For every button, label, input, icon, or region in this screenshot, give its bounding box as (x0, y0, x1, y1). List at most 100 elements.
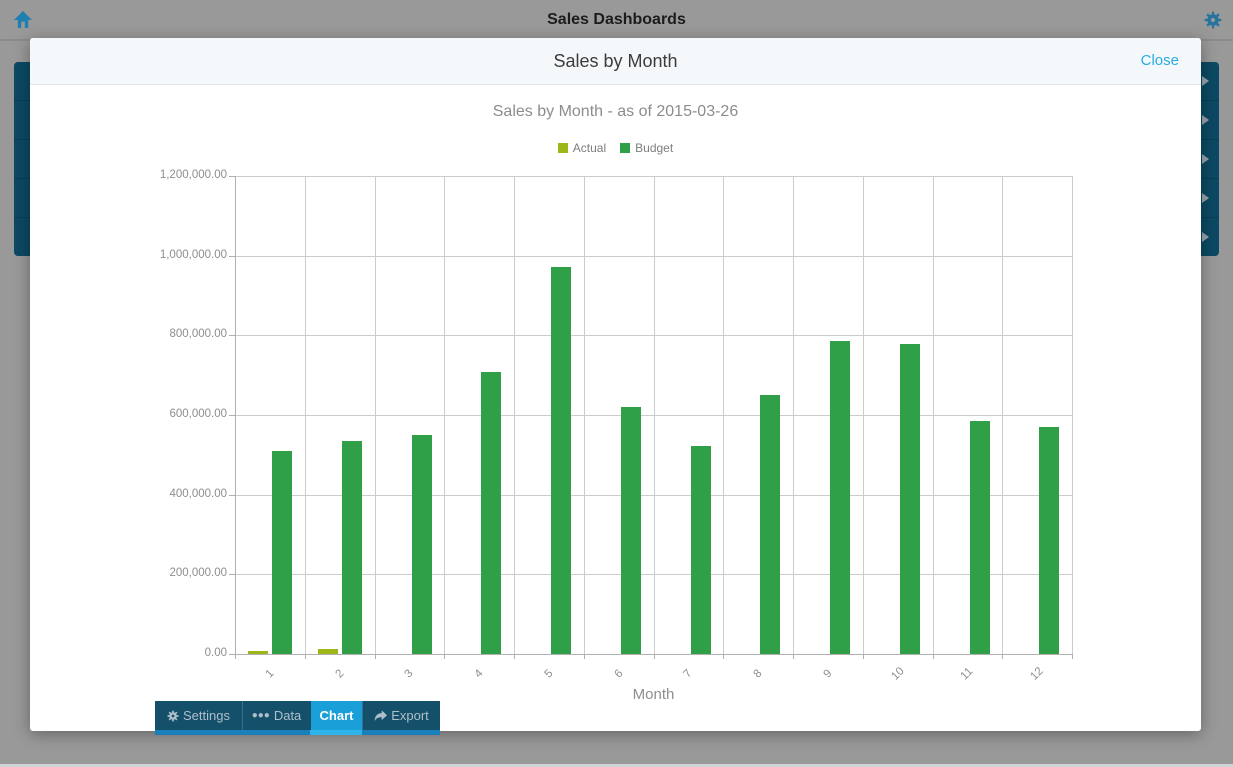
app-header: Sales Dashboards (0, 0, 1233, 41)
gridline (235, 415, 1072, 416)
bar-budget (481, 372, 501, 654)
gridline (793, 176, 794, 654)
axis-tick (229, 495, 235, 496)
axis-tick (235, 654, 236, 659)
axis-tick (933, 654, 934, 659)
axis-tick (514, 654, 515, 659)
legend-swatch (557, 143, 568, 153)
legend-swatch (620, 143, 631, 153)
gridline (723, 176, 724, 654)
legend-item: Actual (557, 141, 607, 155)
tab-underline (310, 730, 362, 735)
gridline (514, 176, 515, 654)
bar-budget (900, 344, 920, 654)
y-axis-label: 200,000.00 (169, 567, 227, 579)
axis-tick (793, 654, 794, 659)
bar-budget (830, 341, 850, 654)
modal-title: Sales by Month (553, 51, 678, 71)
chart-plot-area (229, 176, 1073, 659)
page-title: Sales Dashboards (547, 11, 686, 28)
gridline (375, 176, 376, 654)
axis-tick (584, 654, 585, 659)
bar-budget (272, 451, 292, 654)
bar-budget (760, 395, 780, 654)
axis-tick (229, 256, 235, 257)
axis-tick (444, 654, 445, 659)
axis-tick (229, 654, 235, 655)
gridline (1002, 176, 1003, 654)
tab-label: Data (273, 708, 302, 723)
chart-toolbar-tabs: Settings ●●● Data Chart Export (155, 701, 440, 730)
y-axis-label: 600,000.00 (169, 408, 227, 420)
tab-chart[interactable]: Chart (310, 701, 362, 730)
axis-tick (863, 654, 864, 659)
legend-label: Budget (635, 141, 674, 155)
tab-settings[interactable]: Settings (155, 701, 242, 730)
tab-underline (362, 730, 440, 735)
bar-actual (248, 651, 268, 654)
axis-tick (229, 176, 235, 177)
gear-icon (167, 709, 179, 722)
gridline (1072, 176, 1073, 654)
bar-budget (342, 441, 362, 654)
bar-budget (412, 435, 432, 654)
axis-tick (375, 654, 376, 659)
gridline (444, 176, 445, 654)
bar-budget (621, 407, 641, 654)
axis-tick (654, 654, 655, 659)
bar-budget (1039, 427, 1059, 654)
y-axis-labels: 0.00 200,000.00 400,000.00 600,000.00 800,00… (30, 169, 227, 659)
bar-actual (318, 649, 338, 654)
bar-budget (551, 267, 571, 654)
gridline (235, 176, 1072, 177)
y-axis-label: 1,000,000.00 (159, 249, 227, 261)
axis-tick (229, 574, 235, 575)
tab-label: Settings (183, 708, 230, 723)
axis-tick (229, 335, 235, 336)
gridline (235, 495, 1072, 496)
gridline (654, 176, 655, 654)
chart-legend: Actual Budget (30, 141, 1201, 155)
bar-budget (691, 446, 711, 654)
tab-data[interactable]: ●●● Data (242, 701, 310, 730)
page-bottom-strip (0, 764, 1233, 767)
y-axis-label: 400,000.00 (169, 488, 227, 500)
close-button[interactable]: Close (1140, 52, 1179, 69)
gridline (933, 176, 934, 654)
axis-tick (723, 654, 724, 659)
gridline (305, 176, 306, 654)
chevron-right-icon (1202, 232, 1209, 242)
gridline (863, 176, 864, 654)
chevron-right-icon (1202, 193, 1209, 203)
tab-underline (242, 730, 310, 735)
gridline (584, 176, 585, 654)
sales-by-month-modal: Sales by Month Close Sales by Month - as… (30, 38, 1201, 735)
chevron-right-icon (1202, 76, 1209, 86)
axis-tick (1002, 654, 1003, 659)
bar-budget (970, 421, 990, 654)
tab-label: Export (391, 708, 429, 723)
chevron-right-icon (1202, 115, 1209, 125)
tab-underline (155, 730, 242, 735)
y-axis-label: 0.00 (204, 647, 227, 659)
chart-title: Sales by Month - as of 2015-03-26 (492, 103, 739, 120)
tab-export[interactable]: Export (362, 701, 440, 730)
legend-label: Actual (572, 141, 607, 155)
legend-item: Budget (620, 141, 673, 155)
y-axis-label: 1,200,000.00 (159, 169, 227, 181)
x-axis-title: Month (632, 686, 675, 703)
gear-icon[interactable] (1204, 11, 1222, 29)
home-icon[interactable] (14, 11, 32, 29)
gridline (235, 335, 1072, 336)
axis-tick (1072, 654, 1073, 659)
modal-header: Sales by Month Close (30, 38, 1201, 85)
axis-tick (229, 415, 235, 416)
y-axis-label: 800,000.00 (169, 328, 227, 340)
gridline (235, 574, 1072, 575)
gridline (235, 256, 1072, 257)
gridline (235, 176, 236, 654)
tab-label: Chart (319, 708, 354, 723)
chevron-right-icon (1202, 154, 1209, 164)
ellipsis-icon: ●●● (251, 709, 270, 721)
gridline (235, 654, 1072, 655)
